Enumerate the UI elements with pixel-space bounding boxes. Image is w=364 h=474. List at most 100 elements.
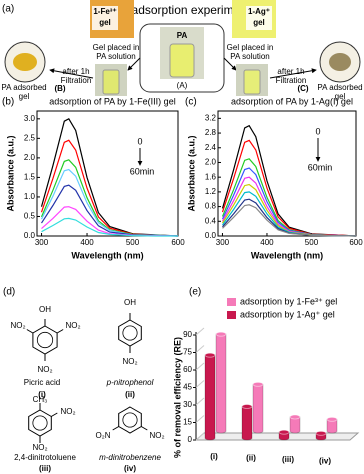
x-axis-title: Wavelength (nm) bbox=[251, 250, 323, 260]
label-bg bbox=[92, 6, 118, 30]
benzene-ring bbox=[118, 319, 142, 347]
y-tick-label: 30 bbox=[183, 400, 192, 409]
panel-label: (b) bbox=[2, 97, 14, 108]
y-axis-title: % of removal efficiency (RE) bbox=[172, 337, 182, 458]
y-tick-label: 1.2 bbox=[205, 187, 217, 196]
y-tick-label: 2.5 bbox=[24, 133, 36, 142]
group: CH₃ bbox=[33, 395, 48, 404]
panel-label: (d) bbox=[3, 287, 15, 298]
adsorbed-gel bbox=[13, 53, 37, 71]
group: NO₂ bbox=[32, 443, 47, 452]
compound-name: m-dinitrobenzene bbox=[99, 453, 161, 462]
x-tick-label: 500 bbox=[126, 238, 140, 247]
compound-name: p-nitrophenol bbox=[106, 378, 154, 387]
y-tick-label: 0.5 bbox=[24, 212, 36, 221]
y-tick-label: 2.0 bbox=[205, 158, 217, 167]
y-tick-label: 3.0 bbox=[24, 114, 36, 123]
panel-title: PA adsorption experiment bbox=[114, 3, 251, 17]
group: NO₂ bbox=[10, 321, 25, 330]
group: NO₂ bbox=[60, 407, 75, 416]
result-label: (C) bbox=[297, 84, 308, 93]
adsorbed-gel bbox=[329, 53, 351, 71]
result-text: gel bbox=[335, 92, 346, 101]
plot-frame bbox=[217, 110, 357, 237]
compound-name: Picric acid bbox=[24, 378, 60, 387]
bar-top bbox=[278, 429, 290, 435]
y-tick-label: 2.0 bbox=[24, 153, 36, 162]
bar-top bbox=[204, 352, 216, 358]
annotation: 0 bbox=[315, 126, 320, 136]
annotation: 0 bbox=[137, 136, 142, 146]
x-tick-label: 300 bbox=[35, 238, 49, 247]
bond bbox=[141, 426, 148, 431]
y-axis-title: Absorbance (a.u.) bbox=[186, 135, 196, 211]
grid-line bbox=[195, 345, 205, 353]
aromatic-circle bbox=[122, 325, 138, 341]
result-text: gel bbox=[19, 92, 30, 101]
group: O₂N bbox=[95, 431, 110, 440]
bond bbox=[51, 412, 58, 417]
spectrum-line bbox=[222, 204, 357, 237]
compound-label: (iii) bbox=[39, 464, 51, 473]
benzene-ring bbox=[32, 325, 58, 355]
compound-label: (iv) bbox=[124, 464, 136, 473]
bond bbox=[56, 329, 64, 334]
y-tick-label: 60 bbox=[183, 365, 192, 374]
grid-line bbox=[195, 415, 205, 423]
panel-label: (e) bbox=[189, 287, 201, 298]
y-tick-label: 1.0 bbox=[24, 192, 36, 201]
step-text: Filtration bbox=[276, 76, 307, 85]
bond bbox=[26, 329, 34, 334]
result-text: PA adsorbed bbox=[317, 83, 362, 92]
group: NO₂ bbox=[122, 357, 137, 366]
spectrum-line bbox=[221, 158, 357, 237]
aromatic-circle bbox=[36, 331, 54, 349]
bar-top bbox=[326, 416, 338, 422]
legend-entry: adsorption by 1-Fe³⁺ gel bbox=[240, 296, 337, 306]
center-label: (A) bbox=[177, 81, 188, 90]
compound-label: (i) bbox=[38, 390, 46, 399]
arrow bbox=[269, 68, 317, 79]
y-axis-title: Absorbance (a.u.) bbox=[5, 135, 15, 211]
x-tick-label: (iv) bbox=[319, 457, 331, 466]
spectrum-line bbox=[41, 217, 178, 237]
y-tick-label: 1.6 bbox=[205, 172, 217, 181]
x-tick-label: (i) bbox=[210, 452, 218, 461]
x-tick-label: (iii) bbox=[282, 455, 294, 464]
vial bbox=[102, 69, 120, 95]
benzene-ring bbox=[28, 409, 52, 437]
x-tick-label: 600 bbox=[171, 238, 185, 247]
y-tick-label: 75 bbox=[183, 348, 192, 357]
vial bbox=[243, 69, 261, 95]
x-tick-label: 600 bbox=[349, 238, 363, 247]
chart-title: adsorption of PA by 1-Ag(I) gel bbox=[231, 96, 353, 106]
result-text: PA adsorbed bbox=[1, 83, 46, 92]
grid-line bbox=[195, 397, 205, 406]
step-text: PA solution bbox=[96, 52, 135, 61]
aromatic-circle bbox=[122, 412, 138, 428]
group: OH bbox=[124, 298, 136, 307]
spectrum-line bbox=[40, 139, 179, 237]
x-tick-label: (ii) bbox=[246, 454, 256, 463]
arrow bbox=[127, 57, 141, 71]
step-text: after 1h bbox=[62, 67, 89, 76]
grid-line bbox=[195, 380, 205, 388]
panel-label: (a) bbox=[2, 4, 14, 15]
plot-frame bbox=[36, 110, 179, 237]
gel-name: 1-Ag⁺ bbox=[248, 7, 270, 16]
bar bbox=[252, 383, 264, 434]
benzene-ring bbox=[118, 406, 142, 434]
panel-label: (c) bbox=[185, 97, 197, 108]
y-tick-label: 90 bbox=[183, 330, 192, 339]
bar-top bbox=[241, 404, 253, 409]
compound-label: (ii) bbox=[125, 390, 135, 399]
bar bbox=[215, 333, 227, 434]
x-tick-label: 400 bbox=[260, 238, 274, 247]
x-tick-label: 500 bbox=[305, 238, 319, 247]
y-tick-label: 2.4 bbox=[205, 143, 217, 152]
center-text: PA bbox=[177, 31, 188, 40]
bar-top bbox=[315, 430, 327, 436]
spectrum-line bbox=[221, 139, 357, 237]
grid-line bbox=[195, 362, 205, 371]
